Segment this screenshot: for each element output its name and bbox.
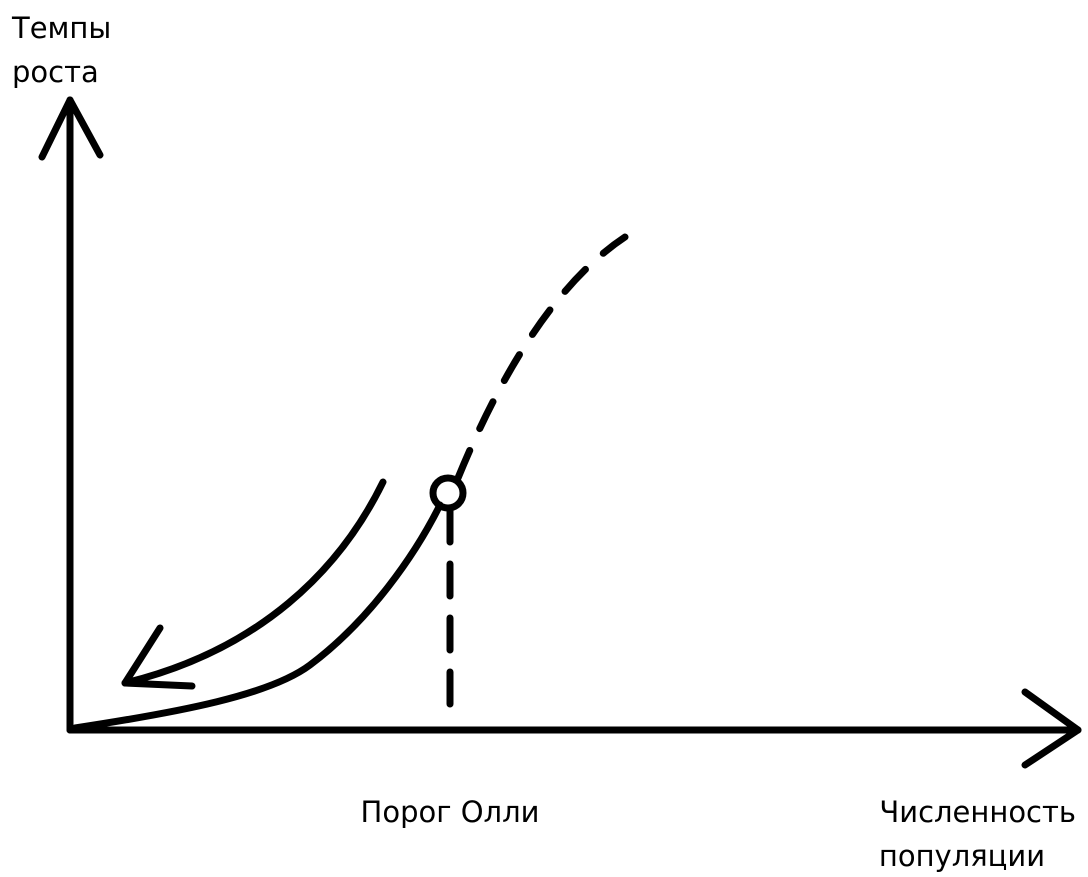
growth-curve [71, 501, 444, 732]
threshold-label: Порог Олли [361, 795, 540, 829]
x-axis-label: популяции [879, 839, 1045, 873]
decline-arrowhead [121, 624, 196, 690]
decline-arrow [121, 478, 387, 687]
y-axis-label: роста [12, 55, 99, 89]
y-axis-label: Темпы [11, 11, 111, 45]
x-axis-label: Численность [879, 795, 1076, 829]
y-axis-arrowhead [38, 96, 104, 161]
x-axis-arrowhead [1021, 688, 1082, 769]
